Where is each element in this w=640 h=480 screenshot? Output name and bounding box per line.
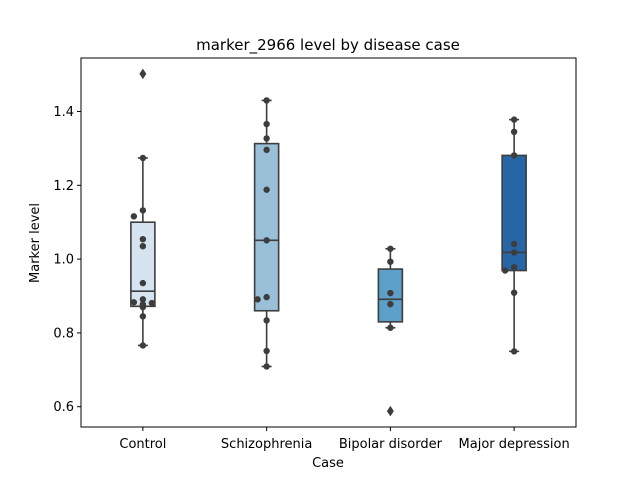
data-point — [387, 324, 394, 331]
data-point — [263, 146, 270, 154]
x-tick-label: Major depression — [459, 437, 570, 452]
x-tick-label: Control — [119, 437, 166, 452]
data-point — [139, 242, 147, 250]
outlier-marker — [386, 405, 394, 417]
data-point — [148, 299, 156, 307]
outlier-marker — [139, 68, 147, 80]
y-tick-label: 1.0 — [53, 253, 74, 268]
data-point — [263, 97, 270, 104]
data-point — [263, 317, 270, 324]
data-point — [263, 237, 270, 244]
data-point — [263, 363, 270, 370]
x-tick-label: Bipolar disorder — [339, 437, 443, 452]
data-point — [254, 296, 261, 303]
data-point — [139, 235, 147, 243]
data-point — [130, 213, 138, 220]
y-tick-label: 1.2 — [53, 179, 74, 194]
data-point — [139, 342, 147, 349]
y-tick-label: 0.6 — [53, 400, 74, 415]
data-point — [263, 186, 270, 193]
data-point — [130, 299, 138, 306]
box — [253, 142, 280, 312]
data-point — [510, 152, 518, 159]
data-point — [139, 303, 147, 311]
data-point — [387, 258, 394, 265]
data-point — [139, 207, 147, 214]
data-point — [263, 347, 270, 355]
box-group-bipolar-disorder — [377, 247, 404, 417]
data-point — [263, 293, 270, 301]
data-point — [139, 154, 147, 162]
data-point — [263, 120, 270, 128]
box — [130, 221, 156, 308]
data-point — [510, 264, 518, 271]
y-axis: 0.6 0.8 1.0 1.2 1.4 — [53, 105, 81, 415]
data-point — [139, 313, 147, 320]
chart-title: marker_2966 level by disease case — [196, 36, 460, 55]
data-point — [263, 135, 270, 142]
data-point — [510, 249, 518, 256]
data-point — [387, 300, 394, 308]
plot-area — [80, 57, 577, 428]
data-point — [139, 279, 147, 287]
data-point — [510, 348, 518, 355]
y-tick-label: 0.8 — [53, 326, 74, 341]
data-point — [387, 245, 394, 252]
data-point — [510, 240, 518, 248]
data-point — [510, 116, 518, 123]
data-point — [501, 267, 509, 274]
x-tick-label: Schizophrenia — [221, 437, 312, 452]
axes-frame — [80, 57, 577, 428]
y-tick-label: 1.4 — [53, 105, 74, 120]
data-point — [510, 128, 518, 135]
x-axis-label: Case — [312, 456, 344, 471]
data-point — [510, 289, 518, 296]
data-point — [387, 289, 394, 297]
x-axis: Control Schizophrenia Bipolar disorder Majo… — [119, 427, 570, 452]
data-point — [139, 296, 147, 303]
y-axis-label: Marker level — [28, 203, 43, 283]
